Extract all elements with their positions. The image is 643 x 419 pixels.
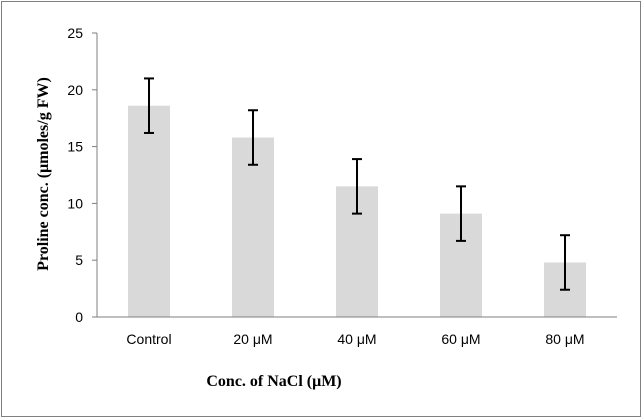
y-tick-label: 25 <box>67 25 83 41</box>
bar <box>128 105 170 317</box>
y-tick-label: 5 <box>75 252 83 268</box>
x-tick-label: 40 μM <box>337 331 376 347</box>
y-tick-label: 15 <box>67 139 83 155</box>
y-tick-label: 20 <box>67 82 83 98</box>
x-tick-label: 80 μM <box>545 331 584 347</box>
y-axis-title: Proline conc. (μmoles/g FW) <box>35 77 52 271</box>
error-bar <box>352 158 362 215</box>
x-axis-ticks: Control 20 μM 40 μM 60 μM 80 μM <box>126 331 584 347</box>
x-tick-label: 20 μM <box>233 331 272 347</box>
error-bar <box>144 77 154 134</box>
y-tick-label: 0 <box>75 309 83 325</box>
error-bar <box>560 234 570 291</box>
error-bar <box>248 109 258 166</box>
error-bars <box>144 77 570 291</box>
x-tick-label: Control <box>126 331 171 347</box>
x-axis-title: Conc. of NaCl (μM) <box>206 373 341 390</box>
bar <box>232 137 274 317</box>
y-axis-ticks: 0 5 10 15 20 25 <box>67 25 97 325</box>
error-bar <box>456 185 466 242</box>
y-tick-label: 10 <box>67 195 83 211</box>
x-tick-label: 60 μM <box>441 331 480 347</box>
